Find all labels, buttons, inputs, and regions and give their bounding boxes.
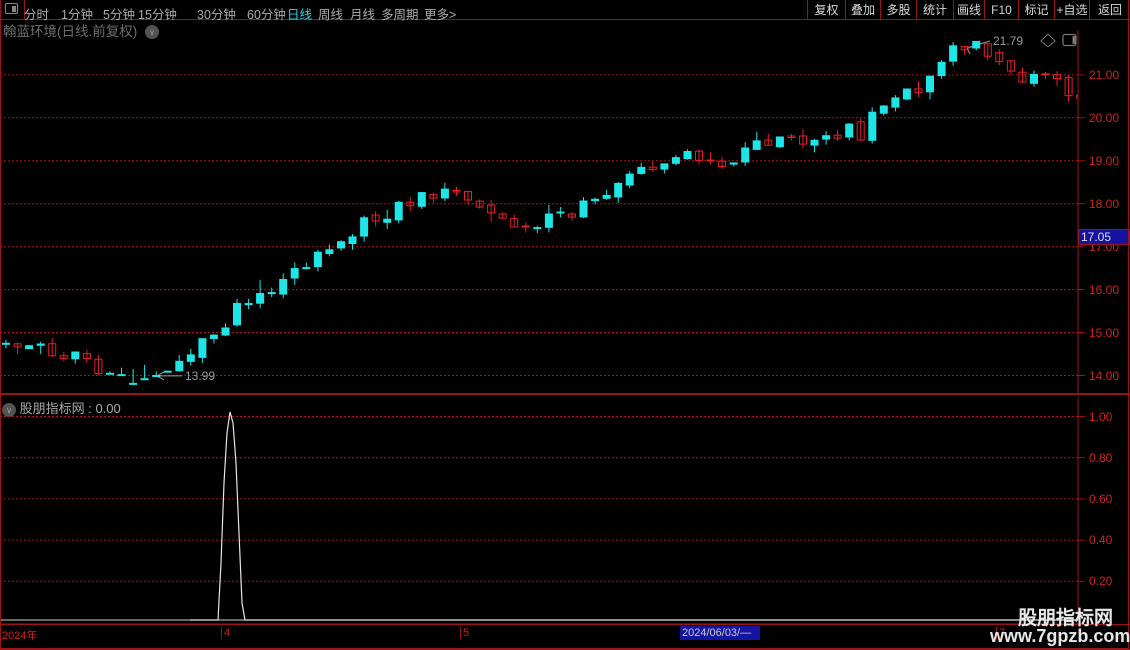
svg-text:21.79: 21.79: [993, 34, 1023, 48]
svg-text:13.99: 13.99: [185, 369, 215, 383]
